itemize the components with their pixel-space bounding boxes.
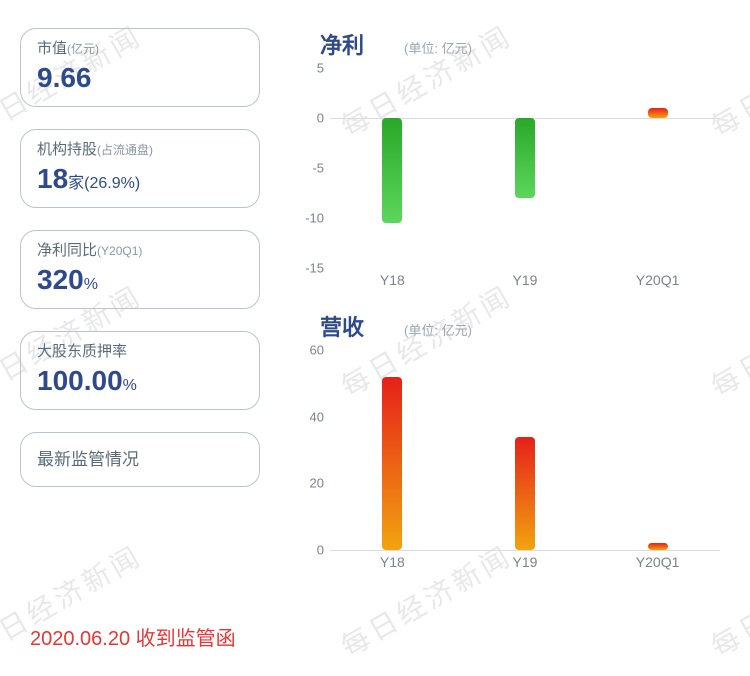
revenue-chart: 营收 (单位: 亿元) 60 40 20 0 Y18 Y19 Y20Q1 (280, 310, 730, 580)
stat-value-number: 9.66 (37, 62, 92, 93)
stat-label-suffix: (亿元) (67, 42, 99, 56)
stat-market-cap: 市值(亿元) 9.66 (20, 28, 260, 107)
x-label: Y20Q1 (636, 272, 680, 288)
stat-label: 净利同比(Y20Q1) (37, 239, 243, 260)
stat-pledge-rate: 大股东质押率 100.00% (20, 331, 260, 410)
x-label: Y19 (513, 272, 538, 288)
y-tick: -15 (305, 261, 324, 276)
chart-area: 50-5-10-15Y18Y19Y20Q1 (280, 68, 730, 298)
profit-chart: 净利 (单位: 亿元) 5 0 -5 -10 -15 Y18 Y19 Y20Q1 (280, 28, 730, 298)
stat-value-number: 320 (37, 264, 84, 295)
y-tick: -10 (305, 211, 324, 226)
y-axis: 6040200 (280, 350, 328, 550)
stat-label-suffix: (占流通盘) (97, 143, 153, 157)
stat-single-label: 最新监管情况 (37, 441, 243, 474)
stat-label-text: 大股东质押率 (37, 343, 127, 360)
stat-value-extra: (26.9%) (84, 175, 140, 192)
y-tick: 0 (317, 543, 324, 558)
bar (648, 543, 668, 550)
stat-value-number: 18 (37, 163, 68, 194)
plot-area (330, 68, 720, 268)
x-label: Y20Q1 (636, 554, 680, 570)
stat-label-suffix: (Y20Q1) (97, 244, 142, 258)
stat-value: 18家(26.9%) (37, 163, 243, 195)
x-axis: Y18 Y19 Y20Q1 (330, 272, 720, 298)
main-container: 市值(亿元) 9.66 机构持股(占流通盘) 18家(26.9%) 净利同比(Y… (0, 0, 750, 602)
stat-value-unit: % (123, 377, 137, 394)
y-tick: 40 (310, 409, 324, 424)
y-tick: 0 (317, 111, 324, 126)
stat-value-unit: % (84, 276, 98, 293)
y-tick: 20 (310, 476, 324, 491)
bar (382, 377, 402, 550)
stat-label: 机构持股(占流通盘) (37, 138, 243, 159)
chart-title: 净利 (320, 28, 364, 60)
charts-column: 净利 (单位: 亿元) 5 0 -5 -10 -15 Y18 Y19 Y20Q1 营收 (单位… (260, 28, 730, 592)
y-tick: 60 (310, 343, 324, 358)
stat-label-text: 市值 (37, 40, 67, 57)
x-label: Y19 (513, 554, 538, 570)
bar (515, 437, 535, 550)
x-label: Y18 (380, 554, 405, 570)
stats-column: 市值(亿元) 9.66 机构持股(占流通盘) 18家(26.9%) 净利同比(Y… (20, 28, 260, 592)
chart-header: 营收 (单位: 亿元) (280, 310, 730, 342)
stat-label: 市值(亿元) (37, 37, 243, 58)
x-label: Y18 (380, 272, 405, 288)
stat-label-text: 净利同比 (37, 242, 97, 259)
footer-note: 2020.06.20 收到监管函 (0, 622, 750, 651)
chart-header: 净利 (单位: 亿元) (280, 28, 730, 60)
stat-institutional-holding: 机构持股(占流通盘) 18家(26.9%) (20, 129, 260, 208)
stat-value-unit: 家 (68, 175, 84, 192)
stat-profit-yoy: 净利同比(Y20Q1) 320% (20, 230, 260, 309)
stat-value: 9.66 (37, 62, 243, 94)
chart-unit-label: (单位: 亿元) (404, 38, 472, 57)
chart-title: 营收 (320, 310, 364, 342)
plot-area (330, 350, 720, 550)
stat-label: 大股东质押率 (37, 340, 243, 361)
bar (515, 118, 535, 198)
chart-unit-label: (单位: 亿元) (404, 320, 472, 339)
x-axis: Y18 Y19 Y20Q1 (330, 554, 720, 580)
bar (648, 108, 668, 118)
y-tick: 5 (317, 61, 324, 76)
chart-area: 6040200Y18Y19Y20Q1 (280, 350, 730, 580)
stat-value: 100.00% (37, 365, 243, 397)
y-tick: -5 (312, 161, 324, 176)
baseline (330, 550, 720, 551)
stat-regulatory: 最新监管情况 (20, 432, 260, 487)
stat-value-number: 100.00 (37, 365, 123, 396)
y-axis: 50-5-10-15 (280, 68, 328, 268)
stat-value: 320% (37, 264, 243, 296)
bar (382, 118, 402, 223)
stat-label-text: 机构持股 (37, 141, 97, 158)
